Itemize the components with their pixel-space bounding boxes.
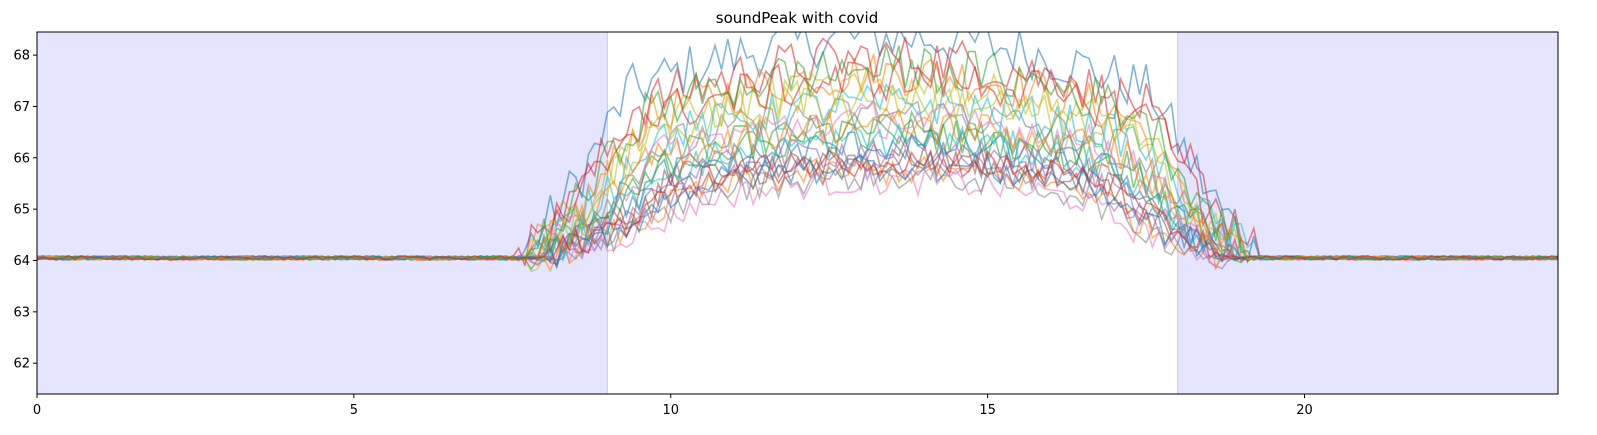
shaded-regions: [37, 32, 1558, 394]
shaded-region-0: [37, 32, 608, 394]
y-tick-label-66: 66: [13, 151, 30, 166]
y-tick-label-62: 62: [13, 357, 30, 372]
y-tick-label-68: 68: [13, 49, 30, 64]
y-axis: 62 63 64 65 66 67 68: [13, 49, 37, 372]
y-tick-label-64: 64: [13, 254, 30, 269]
x-tick-label-10: 10: [662, 403, 679, 418]
y-tick-label-67: 67: [13, 100, 30, 115]
x-tick-label-5: 5: [350, 403, 358, 418]
y-tick-label-65: 65: [13, 203, 30, 218]
x-tick-label-0: 0: [33, 403, 41, 418]
x-axis: 0 5 10 15 20: [33, 394, 1313, 418]
shaded-region-1: [1177, 32, 1558, 394]
chart-title: soundPeak with covid: [716, 9, 879, 27]
x-tick-label-15: 15: [979, 403, 996, 418]
plot-frame: [36, 31, 1559, 395]
y-tick-label-63: 63: [13, 305, 30, 320]
x-tick-label-20: 20: [1296, 403, 1313, 418]
series-lines: [37, 32, 1558, 273]
series-line-23: [37, 148, 1558, 263]
